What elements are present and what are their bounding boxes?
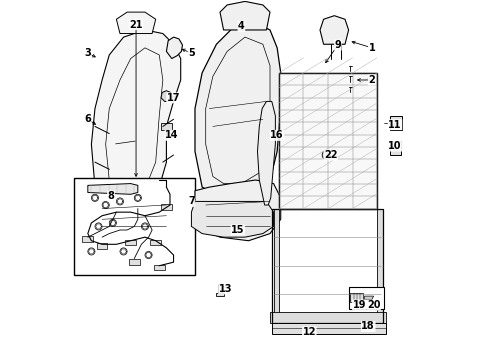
Text: 3: 3 bbox=[84, 48, 91, 58]
Polygon shape bbox=[88, 184, 138, 194]
Bar bbox=[350, 73, 372, 87]
Polygon shape bbox=[320, 16, 348, 44]
Polygon shape bbox=[195, 23, 281, 194]
Bar bbox=[82, 236, 93, 242]
Text: 18: 18 bbox=[362, 321, 375, 332]
Text: 7: 7 bbox=[188, 197, 195, 206]
Text: 6: 6 bbox=[84, 114, 91, 124]
Circle shape bbox=[322, 151, 331, 159]
Text: 15: 15 bbox=[231, 225, 245, 235]
Polygon shape bbox=[258, 102, 275, 205]
Polygon shape bbox=[272, 323, 386, 334]
Text: 19: 19 bbox=[353, 300, 366, 310]
Polygon shape bbox=[92, 187, 181, 241]
Polygon shape bbox=[270, 312, 386, 323]
Polygon shape bbox=[218, 284, 222, 293]
FancyBboxPatch shape bbox=[74, 178, 195, 275]
Polygon shape bbox=[161, 123, 172, 130]
Bar bbox=[150, 240, 161, 246]
Text: 16: 16 bbox=[270, 130, 284, 140]
Polygon shape bbox=[117, 12, 156, 33]
Bar bbox=[97, 243, 107, 249]
Bar bbox=[161, 204, 172, 210]
Text: 4: 4 bbox=[238, 21, 245, 31]
Text: 2: 2 bbox=[368, 75, 375, 85]
Polygon shape bbox=[92, 30, 181, 194]
Polygon shape bbox=[220, 1, 270, 30]
Polygon shape bbox=[161, 91, 172, 102]
Text: 14: 14 bbox=[165, 130, 178, 140]
Text: 1: 1 bbox=[368, 43, 375, 53]
Polygon shape bbox=[350, 293, 363, 302]
Text: 9: 9 bbox=[335, 40, 341, 50]
Polygon shape bbox=[279, 73, 377, 208]
Text: 22: 22 bbox=[324, 150, 338, 160]
Polygon shape bbox=[84, 194, 95, 230]
Polygon shape bbox=[390, 141, 401, 155]
Polygon shape bbox=[365, 296, 373, 300]
Text: 13: 13 bbox=[219, 284, 232, 294]
Text: 20: 20 bbox=[367, 300, 380, 310]
Text: 8: 8 bbox=[108, 191, 115, 201]
Polygon shape bbox=[217, 293, 223, 296]
Polygon shape bbox=[273, 208, 279, 323]
Bar bbox=[129, 259, 140, 265]
Bar bbox=[154, 265, 165, 270]
Polygon shape bbox=[167, 37, 182, 59]
Text: 12: 12 bbox=[302, 327, 316, 337]
Polygon shape bbox=[390, 116, 402, 130]
Text: 21: 21 bbox=[129, 19, 143, 30]
Text: 5: 5 bbox=[188, 48, 195, 58]
Text: 17: 17 bbox=[167, 93, 180, 103]
Polygon shape bbox=[377, 208, 383, 323]
Text: 11: 11 bbox=[388, 120, 402, 130]
Polygon shape bbox=[192, 202, 273, 237]
Bar bbox=[125, 240, 136, 246]
FancyBboxPatch shape bbox=[348, 287, 384, 309]
Polygon shape bbox=[195, 180, 281, 241]
Text: 10: 10 bbox=[388, 141, 402, 151]
